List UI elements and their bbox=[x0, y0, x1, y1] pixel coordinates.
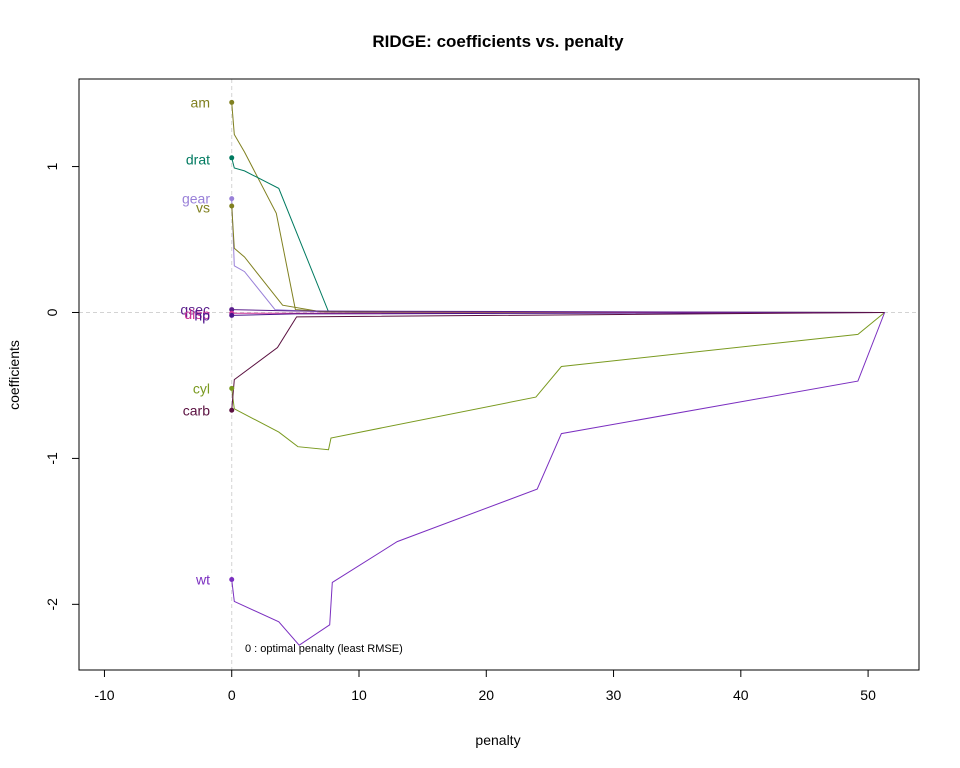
series-points bbox=[229, 99, 235, 583]
x-tick-label: 40 bbox=[733, 687, 749, 703]
series-label-qsec: qsec bbox=[180, 302, 210, 318]
chart-title: RIDGE: coefficients vs. penalty bbox=[372, 32, 624, 51]
optimal-penalty-note: 0 : optimal penalty (least RMSE) bbox=[245, 643, 403, 655]
x-tick-label: 0 bbox=[228, 687, 236, 703]
series-point-carb bbox=[229, 407, 235, 413]
series-point-am bbox=[229, 99, 235, 105]
x-tick-label: 30 bbox=[606, 687, 622, 703]
y-tick-label: 0 bbox=[44, 308, 60, 316]
series-line-cyl bbox=[231, 312, 885, 451]
x-tick-label: -10 bbox=[94, 687, 114, 703]
series-label-carb: carb bbox=[183, 402, 210, 418]
series-point-vs bbox=[229, 203, 235, 209]
x-axis: -10 0 10 20 30 40 50 bbox=[94, 669, 876, 703]
series-line-qsec bbox=[231, 309, 885, 313]
series-point-wt bbox=[229, 577, 235, 583]
series-label-cyl: cyl bbox=[193, 380, 210, 396]
series-line-drat bbox=[231, 157, 885, 313]
series-line-wt bbox=[231, 312, 886, 646]
series-label-vs: vs bbox=[196, 199, 210, 215]
series-line-carb bbox=[231, 312, 885, 411]
series-point-drat bbox=[229, 155, 235, 161]
series-lines bbox=[231, 102, 886, 646]
series-label-disp: disp bbox=[184, 306, 210, 322]
series-point-qsec bbox=[229, 307, 235, 313]
y-axis: -2 -1 0 1 bbox=[44, 162, 80, 611]
x-axis-label: penalty bbox=[475, 732, 520, 748]
y-axis-label: coefficients bbox=[6, 340, 22, 410]
y-tick-label: -2 bbox=[44, 598, 60, 611]
y-tick-label: -1 bbox=[44, 452, 60, 465]
series-point-cyl bbox=[229, 385, 235, 391]
series-line-gear bbox=[231, 198, 885, 313]
series-point-gear bbox=[229, 196, 235, 202]
x-tick-label: 10 bbox=[351, 687, 367, 703]
y-tick-label: 1 bbox=[44, 162, 60, 170]
x-tick-label: 50 bbox=[860, 687, 876, 703]
series-line-am bbox=[231, 102, 885, 313]
series-label-wt: wt bbox=[195, 572, 210, 588]
x-tick-label: 20 bbox=[478, 687, 494, 703]
series-line-vs bbox=[231, 205, 885, 313]
series-label-am: am bbox=[191, 94, 210, 110]
series-point-hp bbox=[229, 312, 235, 318]
series-label-gear: gear bbox=[182, 191, 210, 207]
series-label-drat: drat bbox=[186, 151, 210, 167]
series-label-hp: hp bbox=[194, 307, 210, 323]
series-line-hp bbox=[231, 312, 885, 316]
